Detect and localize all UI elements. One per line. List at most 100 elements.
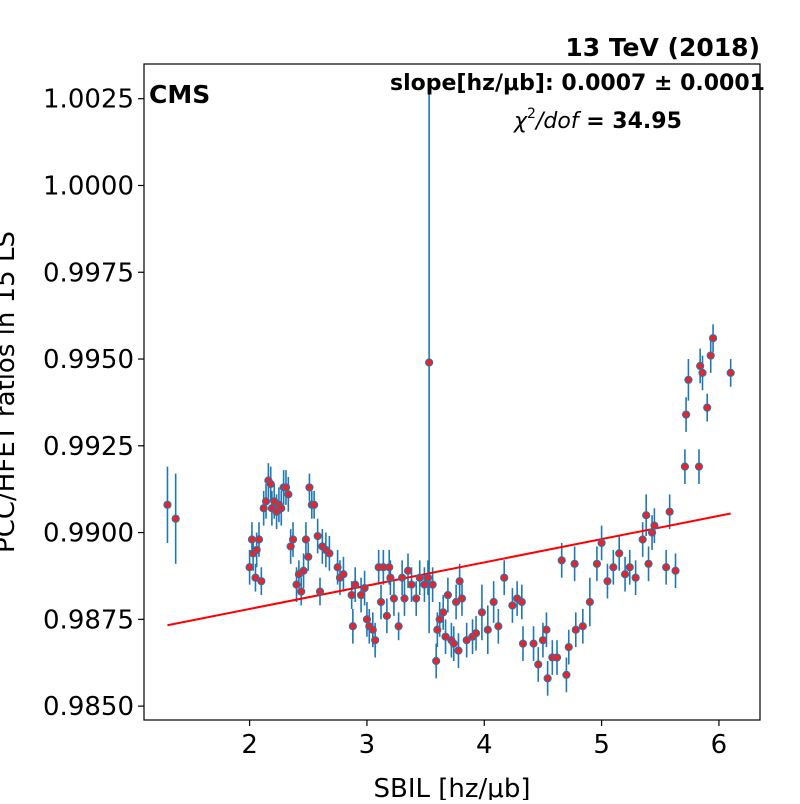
data-point [500, 573, 509, 582]
data-point [257, 577, 266, 586]
y-tick-label: 0.9900 [43, 519, 134, 549]
fit-line [167, 512, 731, 627]
chi2-dof: /dof [534, 109, 582, 134]
data-point [534, 660, 543, 669]
data-point [647, 528, 657, 537]
data-point [508, 601, 517, 610]
data-point [680, 462, 690, 471]
y-axis-ticks: 0.9850 0.9875 0.9900 0.9925 0.9950 0.9975 1.00… [43, 85, 144, 722]
data-point [425, 358, 434, 367]
data-point [347, 590, 356, 600]
data-point [681, 410, 691, 419]
data-point [684, 375, 693, 384]
data-point [557, 556, 566, 565]
chi2-value: = 34.95 [579, 109, 682, 134]
data-point [266, 479, 275, 489]
data-point [564, 643, 573, 652]
data-point [625, 563, 634, 572]
data-point [325, 549, 334, 558]
data-point [642, 511, 651, 520]
data-point [454, 646, 463, 655]
data-point [489, 597, 498, 607]
data-point [313, 531, 322, 541]
data-point [171, 514, 180, 523]
data-point [286, 542, 295, 551]
data-point [441, 632, 450, 641]
data-point [698, 368, 707, 378]
data-point [597, 538, 606, 548]
data-point [671, 566, 680, 575]
data-point [552, 653, 562, 662]
data-point [609, 563, 618, 572]
y-axis-label: PCC/HFET ratios in 15 LS [0, 231, 21, 553]
x-tick-label: 4 [476, 730, 493, 760]
data-point [477, 608, 487, 617]
data-point [403, 566, 413, 575]
data-point [245, 563, 254, 572]
chi2-annotation: χ2/dof = 34.95 [513, 106, 682, 134]
chi2-symbol: χ [513, 109, 528, 134]
data-point [615, 549, 624, 558]
data-point [570, 559, 579, 568]
chart-title: 13 TeV (2018) [565, 33, 760, 62]
data-point [708, 334, 718, 343]
data-point [348, 622, 357, 631]
data-point [292, 580, 301, 589]
data-point [389, 594, 399, 603]
data-point [362, 615, 372, 624]
data-point [371, 636, 380, 645]
data-point [304, 552, 313, 561]
fit-line-group [167, 512, 731, 627]
data-point [571, 625, 580, 634]
data-point [517, 597, 526, 607]
data-point [415, 573, 424, 582]
data-point [471, 629, 481, 638]
data-point [356, 590, 366, 600]
data-point [333, 563, 342, 572]
data-point [420, 580, 429, 589]
data-point [435, 615, 444, 624]
data-point [462, 636, 471, 645]
data-point [538, 636, 548, 645]
data-point [650, 521, 659, 530]
data-point [299, 566, 308, 575]
y-tick-label: 1.0000 [43, 171, 134, 201]
data-point [284, 490, 293, 499]
data-point [443, 590, 452, 600]
data-point [694, 462, 704, 471]
data-point [529, 639, 538, 648]
marker-group [163, 334, 735, 683]
data-point [339, 570, 348, 579]
data-point [423, 573, 433, 582]
y-tick-label: 0.9875 [43, 605, 134, 635]
data-point [543, 674, 552, 683]
data-point [562, 670, 571, 679]
chi2-exponent: 2 [527, 106, 536, 122]
data-point [542, 625, 551, 634]
data-point [368, 625, 377, 634]
data-point [386, 573, 395, 582]
data-point [400, 594, 409, 603]
data-point [631, 573, 640, 582]
x-tick-label: 6 [711, 730, 728, 760]
data-point [644, 559, 653, 568]
data-point [288, 535, 298, 544]
data-point [578, 622, 587, 631]
y-tick-label: 0.9950 [43, 345, 134, 375]
x-axis-ticks: 2 3 4 5 6 [241, 720, 727, 760]
data-point [385, 563, 394, 572]
y-tick-label: 1.0025 [43, 85, 134, 115]
data-point [252, 545, 261, 555]
data-point [706, 351, 715, 360]
data-point [394, 622, 403, 631]
data-point [457, 594, 467, 603]
data-point [305, 483, 314, 492]
data-point [351, 580, 360, 589]
data-point [310, 500, 319, 509]
data-point [163, 500, 172, 509]
data-point [439, 608, 448, 617]
data-point [433, 625, 442, 634]
data-point [620, 570, 630, 579]
